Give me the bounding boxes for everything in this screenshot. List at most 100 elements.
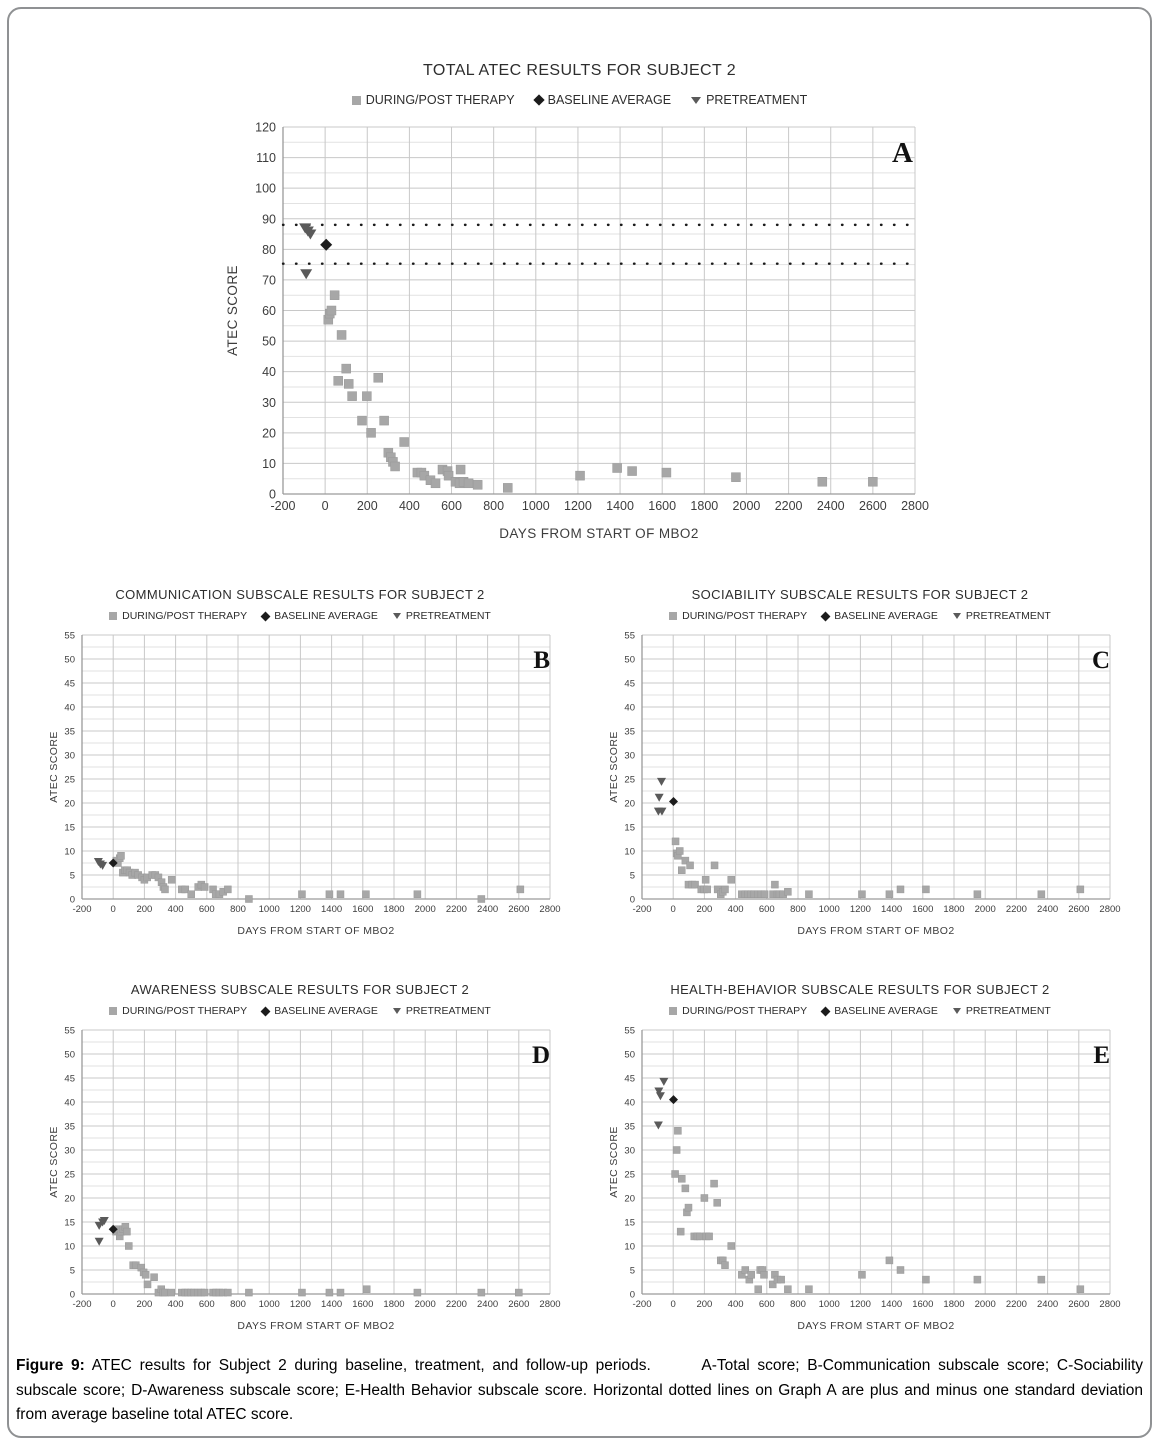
svg-text:600: 600 xyxy=(441,499,462,513)
svg-text:ATEC SCORE: ATEC SCORE xyxy=(48,1126,60,1197)
figure-caption-text-2: A-Total score; B-Communication subscale … xyxy=(16,1357,1144,1423)
svg-text:2800: 2800 xyxy=(1099,1299,1120,1310)
svg-text:2400: 2400 xyxy=(477,904,498,915)
svg-text:600: 600 xyxy=(759,904,775,915)
svg-text:2200: 2200 xyxy=(446,904,467,915)
svg-text:15: 15 xyxy=(624,1217,635,1228)
svg-text:2600: 2600 xyxy=(859,499,887,513)
svg-text:800: 800 xyxy=(790,904,806,915)
svg-text:55: 55 xyxy=(64,1025,75,1036)
chart-section-awareness: AWARENESS SUBSCALE RESULTS FOR SUBJECT 2… xyxy=(20,978,580,1373)
svg-text:1200: 1200 xyxy=(564,499,592,513)
svg-text:0: 0 xyxy=(70,894,75,905)
svg-text:1400: 1400 xyxy=(321,1299,342,1310)
svg-text:1400: 1400 xyxy=(606,499,634,513)
svg-text:50: 50 xyxy=(624,1049,635,1060)
triangle-down-marker-icon xyxy=(952,613,961,619)
svg-text:E: E xyxy=(1093,1042,1110,1069)
svg-text:20: 20 xyxy=(262,426,276,440)
svg-text:DAYS FROM START OF MBO2: DAYS FROM START OF MBO2 xyxy=(797,1320,954,1332)
svg-text:50: 50 xyxy=(262,335,276,349)
square-marker-icon xyxy=(351,95,361,105)
svg-text:B: B xyxy=(533,647,550,674)
svg-text:50: 50 xyxy=(624,654,635,665)
svg-text:D: D xyxy=(532,1042,550,1069)
svg-text:2200: 2200 xyxy=(446,1299,467,1310)
svg-text:45: 45 xyxy=(64,678,75,689)
svg-text:800: 800 xyxy=(230,1299,246,1310)
svg-text:15: 15 xyxy=(624,822,635,833)
svg-text:0: 0 xyxy=(70,1289,75,1300)
svg-text:5: 5 xyxy=(630,870,635,881)
svg-text:1800: 1800 xyxy=(383,1299,404,1310)
svg-text:50: 50 xyxy=(64,1049,75,1060)
legend-label-pretreatment: PRETREATMENT xyxy=(965,1005,1051,1017)
svg-text:35: 35 xyxy=(64,726,75,737)
legend-item-baseline-average: BASELINE AVERAGE xyxy=(532,93,671,107)
legend-item-during-post-therapy: DURING/POST THERAPY xyxy=(109,610,247,622)
legend-label-during-post-therapy: DURING/POST THERAPY xyxy=(365,93,515,107)
square-marker-icon xyxy=(109,612,118,620)
legend-item-pretreatment: PRETREATMENT xyxy=(392,1005,491,1017)
svg-text:400: 400 xyxy=(168,1299,184,1310)
legend-total: DURING/POST THERAPY BASELINE AVERAGE PRE… xyxy=(0,93,1159,107)
legend-label-during-post-therapy: DURING/POST THERAPY xyxy=(122,610,248,622)
svg-text:0: 0 xyxy=(671,904,676,915)
svg-text:1400: 1400 xyxy=(881,1299,902,1310)
svg-text:30: 30 xyxy=(262,396,276,410)
legend-label-during-post-therapy: DURING/POST THERAPY xyxy=(682,1005,808,1017)
svg-text:DAYS FROM START OF MBO2: DAYS FROM START OF MBO2 xyxy=(237,1320,394,1332)
svg-text:-200: -200 xyxy=(270,499,295,513)
legend-item-during-post-therapy: DURING/POST THERAPY xyxy=(351,93,515,107)
triangle-down-marker-icon xyxy=(392,613,401,619)
svg-text:2400: 2400 xyxy=(1037,1299,1058,1310)
legend-item-baseline-average: BASELINE AVERAGE xyxy=(820,1005,938,1017)
svg-text:A: A xyxy=(892,137,913,169)
svg-text:0: 0 xyxy=(630,1289,635,1300)
legend-item-during-post-therapy: DURING/POST THERAPY xyxy=(669,610,807,622)
svg-text:1000: 1000 xyxy=(819,1299,840,1310)
triangle-down-marker-icon xyxy=(392,1008,401,1014)
svg-text:2000: 2000 xyxy=(733,499,761,513)
legend-sociability: DURING/POST THERAPY BASELINE AVERAGE PRE… xyxy=(570,610,1150,622)
svg-text:1600: 1600 xyxy=(352,1299,373,1310)
svg-text:600: 600 xyxy=(759,1299,775,1310)
chart-title-total: TOTAL ATEC RESULTS FOR SUBJECT 2 xyxy=(422,62,736,79)
svg-text:2800: 2800 xyxy=(539,904,560,915)
svg-text:25: 25 xyxy=(64,1169,75,1180)
svg-text:600: 600 xyxy=(199,904,215,915)
svg-text:10: 10 xyxy=(624,1241,635,1252)
diamond-marker-icon xyxy=(820,611,831,621)
legend-item-baseline-average: BASELINE AVERAGE xyxy=(260,610,378,622)
svg-text:-200: -200 xyxy=(632,904,651,915)
chart-section-total: TOTAL ATEC RESULTS FOR SUBJECT 2 DURING/… xyxy=(0,56,1159,561)
figure-border xyxy=(7,7,1152,1438)
legend-item-during-post-therapy: DURING/POST THERAPY xyxy=(109,1005,247,1017)
svg-text:120: 120 xyxy=(255,121,276,135)
svg-text:5: 5 xyxy=(70,1265,75,1276)
legend-label-baseline-average: BASELINE AVERAGE xyxy=(274,610,378,622)
svg-text:2400: 2400 xyxy=(817,499,845,513)
svg-text:1800: 1800 xyxy=(690,499,718,513)
svg-text:DAYS FROM START OF MBO2: DAYS FROM START OF MBO2 xyxy=(237,925,394,937)
svg-text:45: 45 xyxy=(624,678,635,689)
svg-text:30: 30 xyxy=(64,750,75,761)
svg-text:DAYS FROM START OF MBO2: DAYS FROM START OF MBO2 xyxy=(797,925,954,937)
legend-label-during-post-therapy: DURING/POST THERAPY xyxy=(682,610,808,622)
svg-text:2000: 2000 xyxy=(415,1299,436,1310)
triangle-down-marker-icon xyxy=(691,96,702,104)
svg-text:ATEC SCORE: ATEC SCORE xyxy=(608,731,620,802)
svg-text:15: 15 xyxy=(64,822,75,833)
svg-text:45: 45 xyxy=(624,1073,635,1084)
svg-text:100: 100 xyxy=(255,182,276,196)
svg-text:0: 0 xyxy=(671,1299,676,1310)
legend-label-during-post-therapy: DURING/POST THERAPY xyxy=(122,1005,248,1017)
svg-text:1200: 1200 xyxy=(850,1299,871,1310)
svg-text:10: 10 xyxy=(64,1241,75,1252)
svg-text:15: 15 xyxy=(64,1217,75,1228)
square-marker-icon xyxy=(109,1007,118,1015)
svg-text:400: 400 xyxy=(168,904,184,915)
legend-label-pretreatment: PRETREATMENT xyxy=(405,1005,491,1017)
